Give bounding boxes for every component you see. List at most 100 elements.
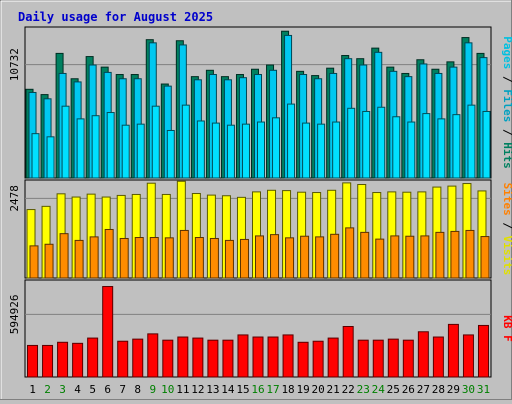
x-tick-label-11: 11 (176, 383, 189, 396)
bar-kb-f-day-13 (207, 339, 219, 378)
axis-label-part: KB F (501, 315, 512, 342)
bar-sites-day-14 (224, 239, 234, 279)
x-tick-label-9: 9 (149, 383, 156, 396)
bar-pages-day-31 (482, 110, 491, 179)
bar-pages-day-12 (196, 120, 205, 179)
x-tick-label-24: 24 (372, 383, 386, 396)
x-tick-label-28: 28 (432, 383, 445, 396)
bar-kb-f-day-16 (252, 336, 264, 378)
bar-pages-day-23 (362, 110, 371, 179)
x-tick-label-14: 14 (221, 383, 235, 396)
bar-kb-f-day-3 (57, 341, 69, 378)
panels-layer: 10732 Pages / Files / Hits 2478 Sites / Vis… (8, 26, 512, 378)
x-tick-label-8: 8 (134, 383, 141, 396)
x-tick-label-22: 22 (342, 383, 355, 396)
bar-sites-day-3 (59, 233, 69, 279)
bar-sites-day-28 (435, 231, 445, 279)
axis-label-part: / (501, 122, 512, 142)
bar-sites-day-13 (209, 237, 219, 279)
bar-pages-day-3 (61, 105, 70, 179)
bar-sites-day-12 (194, 237, 204, 279)
bar-sites-day-17 (270, 234, 280, 279)
bar-kb-f-day-17 (267, 336, 279, 378)
bar-kb-f-day-30 (462, 334, 474, 378)
bar-sites-day-25 (390, 235, 400, 279)
bar-kb-f-day-8 (132, 338, 144, 378)
bar-sites-day-23 (360, 231, 370, 279)
bar-pages-day-4 (76, 118, 85, 179)
bar-sites-day-2 (44, 243, 54, 279)
bar-pages-day-6 (106, 112, 115, 179)
bar-kb-f-day-25 (387, 338, 399, 378)
bar-kb-f-day-6 (102, 286, 114, 378)
bar-kb-f-day-24 (372, 339, 384, 378)
bar-kb-f-day-2 (42, 344, 54, 378)
y-tick-label: 10732 (8, 48, 21, 81)
bar-sites-day-4 (74, 239, 84, 279)
x-tick-label-17: 17 (266, 383, 279, 396)
x-tick-label-13: 13 (206, 383, 219, 396)
x-tick-label-7: 7 (119, 383, 126, 396)
bar-kb-f-day-28 (432, 336, 444, 378)
x-tick-label-10: 10 (161, 383, 174, 396)
bar-pages-day-5 (91, 115, 100, 179)
bar-pages-day-9 (151, 105, 160, 179)
panel-visits-sites: 2478 Sites / Visits (8, 179, 512, 279)
bar-pages-day-22 (347, 107, 356, 179)
bar-kb-f-day-27 (417, 331, 429, 378)
axis-label: Pages / Files / Hits (501, 36, 512, 169)
y-tick-label: 594926 (8, 295, 21, 335)
axis-label: Sites / Visits (501, 183, 512, 276)
x-tick-label-1: 1 (29, 383, 36, 396)
bar-kb-f-day-29 (447, 323, 459, 378)
x-tick-label-5: 5 (89, 383, 96, 396)
bar-pages-day-28 (437, 118, 446, 179)
bar-kb-f-day-1 (27, 344, 39, 378)
bar-pages-day-8 (136, 123, 145, 179)
bar-sites-day-5 (89, 236, 99, 279)
bar-sites-day-11 (179, 229, 189, 279)
bar-pages-day-24 (377, 106, 386, 179)
bar-pages-day-14 (226, 124, 235, 179)
bar-pages-day-30 (467, 104, 476, 179)
x-tick-label-4: 4 (74, 383, 81, 396)
x-tick-label-23: 23 (357, 383, 370, 396)
bar-kb-f-day-19 (297, 341, 309, 378)
x-tick-label-21: 21 (327, 383, 340, 396)
axis-label: KB F (501, 315, 512, 342)
bar-pages-day-26 (407, 121, 416, 179)
panel-kbytes: 594926 KB F (8, 279, 512, 378)
x-tick-label-6: 6 (104, 383, 111, 396)
axis-label-part: Pages (501, 36, 512, 69)
bar-kb-f-day-20 (312, 340, 324, 378)
chart-title: Daily usage for August 2025 (18, 10, 213, 24)
bar-sites-day-9 (149, 237, 159, 279)
bar-kb-f-day-5 (87, 337, 99, 378)
bar-kb-f-day-22 (342, 326, 354, 378)
bar-sites-day-29 (450, 230, 460, 279)
bar-pages-day-15 (241, 123, 250, 179)
bar-pages-day-2 (46, 136, 55, 179)
bar-pages-day-29 (452, 114, 461, 179)
bar-sites-day-26 (405, 235, 415, 279)
y-tick-label: 2478 (8, 185, 21, 212)
bar-sites-day-1 (29, 245, 39, 279)
bar-pages-day-7 (121, 124, 130, 179)
bar-pages-day-16 (257, 121, 265, 179)
axis-label-part: / (501, 216, 512, 236)
bar-kb-f-day-10 (162, 339, 174, 378)
axis-label-part: / (501, 69, 512, 89)
bar-kb-f-day-14 (222, 339, 234, 378)
bar-kb-f-day-15 (237, 334, 249, 378)
bar-pages-day-21 (332, 121, 341, 179)
bar-kb-f-day-21 (327, 337, 339, 378)
x-tick-label-12: 12 (191, 383, 204, 396)
x-tick-label-29: 29 (447, 383, 460, 396)
axis-label-part: Files (501, 89, 512, 122)
bar-pages-day-25 (392, 116, 401, 179)
bar-sites-day-10 (164, 237, 174, 279)
bar-kb-f-day-11 (177, 336, 189, 378)
x-tick-label-16: 16 (251, 383, 264, 396)
